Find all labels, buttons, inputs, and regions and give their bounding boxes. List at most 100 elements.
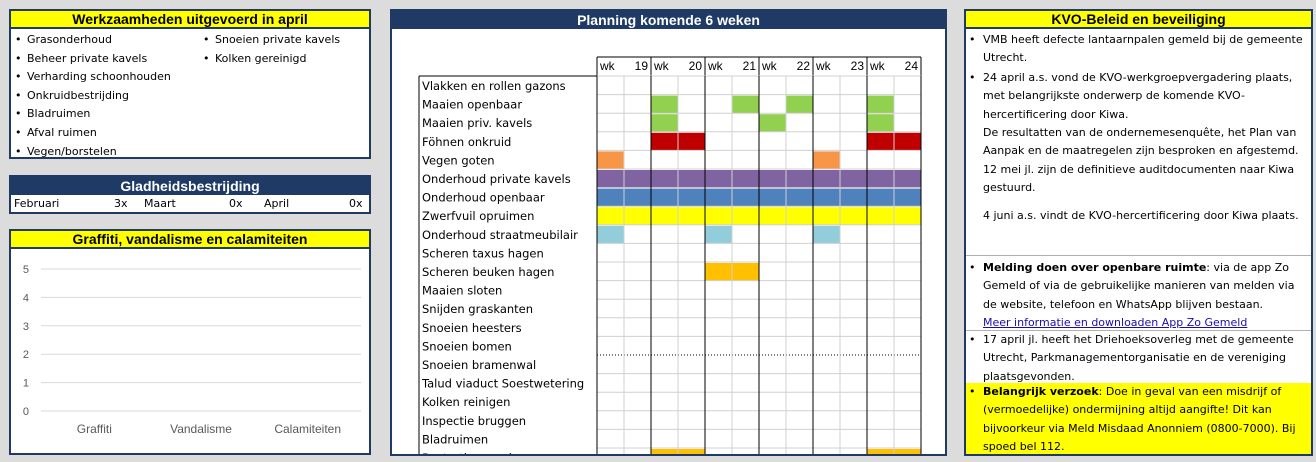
- schedule-block: [732, 95, 759, 114]
- kvo-panel: KVO-Beleid en beveiliging • VMB heeft de…: [964, 9, 1313, 456]
- month-value: 0x: [229, 197, 243, 210]
- kvo-text: 17 april jl. heeft het Driehoeksoverleg …: [983, 333, 1294, 383]
- kvo-text: 24 april a.s. vond de KVO-werkgroepverga…: [983, 71, 1293, 121]
- week-number: 21: [743, 59, 757, 73]
- work-item: Grasonderhoud: [11, 31, 171, 50]
- work-item: Vegen/borstelen: [11, 143, 171, 162]
- schedule-block: [759, 114, 786, 132]
- schedule-block: [651, 114, 678, 132]
- y-tick-label: 3: [23, 321, 29, 333]
- work-item: Snoeien private kavels: [199, 31, 340, 50]
- task-label: Inspectie bruggen: [422, 414, 526, 428]
- divider: [966, 330, 1311, 331]
- x-tick-label: Vandalisme: [170, 422, 232, 436]
- task-label: Maaien openbaar: [422, 98, 522, 112]
- schedule-block: [597, 151, 624, 169]
- y-tick-label: 5: [23, 264, 29, 276]
- divider: [966, 255, 1311, 256]
- week-number: 23: [851, 59, 865, 73]
- month-label: Februari: [14, 197, 60, 210]
- month-label: April: [264, 197, 290, 210]
- work-item: Afval ruimen: [11, 124, 171, 143]
- werkzaamheden-title: Werkzaamheden uitgevoerd in april: [11, 11, 369, 29]
- task-label: Kolken reinigen: [422, 395, 510, 409]
- task-label: Snijden graskanten: [422, 302, 533, 316]
- kvo-bold: Melding doen over openbare ruimte: [983, 261, 1207, 274]
- kvo-text: De resultatten van de ondernemesenquête,…: [983, 126, 1299, 158]
- gladheid-panel: Gladheidsbestrijding Februari 3x Maart 0…: [9, 175, 371, 214]
- planning-grid: wk 19 wk 20 wk 21 wk 22 wk 23 wk 24 Vlakken en rolle…: [418, 56, 922, 454]
- task-label: Vlakken en rollen gazons: [422, 79, 566, 93]
- kvo-title: KVO-Beleid en beveiliging: [966, 11, 1311, 29]
- task-label: Onderhoud straatmeubilair: [422, 228, 578, 242]
- task-label: Talud viaduct Soestwetering: [421, 377, 584, 391]
- schedule-block: [867, 95, 894, 114]
- y-tick-label: 4: [23, 292, 29, 304]
- x-tick-label: Graffiti: [77, 422, 112, 436]
- task-label: Snoeien bramenwal: [422, 358, 536, 372]
- schedule-block: [813, 225, 840, 244]
- app-zo-gemeld-link[interactable]: Meer informatie en downloaden App Zo Gem…: [983, 316, 1248, 329]
- task-label: Snoeien bomen: [422, 339, 512, 353]
- urgent-request-box: • Belangrijk verzoek: Doe in geval van e…: [966, 383, 1311, 454]
- graffiti-title: Graffiti, vandalisme en calamiteiten: [11, 231, 369, 249]
- week-number: 19: [635, 59, 649, 73]
- month-label: Maart: [144, 197, 176, 210]
- week-label: wk: [761, 59, 778, 73]
- schedule-block: [651, 95, 678, 114]
- schedule-block: [867, 114, 894, 132]
- planning-panel: Planning komende 6 weken wk 19 wk 20 wk 21 wk 2…: [390, 9, 947, 456]
- task-label: Bladruimen: [422, 432, 488, 446]
- schedule-block: [597, 225, 624, 244]
- work-item: Verharding schoonhouden: [11, 68, 171, 87]
- week-label: wk: [599, 59, 616, 73]
- werkzaamheden-panel: Werkzaamheden uitgevoerd in april Grason…: [9, 9, 371, 161]
- task-label: Scheren taxus hagen: [422, 246, 544, 260]
- y-tick-label: 1: [23, 378, 29, 390]
- bullet: •: [969, 33, 976, 46]
- week-number: 22: [797, 59, 811, 73]
- month-value: 3x: [114, 197, 128, 210]
- kvo-text: VMB heeft defecte lantaarnpalen gemeld b…: [983, 33, 1303, 65]
- work-item: Beheer private kavels: [11, 50, 171, 69]
- schedule-block: [705, 225, 732, 244]
- y-tick-label: 2: [23, 349, 29, 361]
- task-label: Snoeien heesters: [422, 321, 522, 335]
- schedule-block: [813, 151, 840, 169]
- task-label: Maaien sloten: [422, 284, 502, 298]
- schedule-block: [786, 95, 813, 114]
- gladheid-row: Februari 3x Maart 0x April 0x: [11, 195, 369, 212]
- month-value: 0x: [349, 197, 363, 210]
- gladheid-title: Gladheidsbestrijding: [11, 177, 369, 195]
- y-tick-label: 0: [23, 406, 29, 418]
- kvo-text: : Doe in geval van een misdrijf of (verm…: [983, 385, 1296, 454]
- kvo-body: • VMB heeft defecte lantaarnpalen gemeld…: [966, 31, 1311, 454]
- bullet: •: [969, 385, 976, 398]
- task-label: Onderhoud private kavels: [422, 172, 571, 186]
- week-label: wk: [707, 59, 724, 73]
- work-item: Onkruidbestrijding: [11, 87, 171, 106]
- week-label: wk: [815, 59, 832, 73]
- werkzaamheden-list-right: Snoeien private kavelsKolken gereinigd: [199, 31, 340, 68]
- graffiti-chart: 0 1 2 3 4 5 Graffiti Vandalisme Calamiteiten: [23, 264, 361, 436]
- week-label: wk: [653, 59, 670, 73]
- bullet: •: [969, 333, 976, 346]
- work-item: Kolken gereinigd: [199, 50, 340, 69]
- bullet: •: [969, 71, 976, 84]
- task-label: Föhnen onkruid: [422, 135, 511, 149]
- graffiti-panel: Graffiti, vandalisme en calamiteiten 0 1 2…: [9, 229, 371, 455]
- week-label: wk: [869, 59, 886, 73]
- week-number: 20: [689, 59, 703, 73]
- task-label: Maaien priv. kavels: [422, 116, 532, 130]
- werkzaamheden-list-left: GrasonderhoudBeheer private kavelsVerhar…: [11, 31, 171, 161]
- planning-title: Planning komende 6 weken: [392, 11, 945, 29]
- bullet: •: [969, 261, 976, 274]
- x-tick-label: Calamiteiten: [274, 422, 341, 436]
- kvo-text: : via de app Zo Gemeld of via de gebruik…: [983, 261, 1295, 311]
- kvo-bold: Belangrijk verzoek: [983, 385, 1099, 398]
- task-label: Bestratingswerk: [422, 451, 516, 454]
- work-item: Bladruimen: [11, 105, 171, 124]
- kvo-text: 4 juni a.s. vindt de KVO-hercertificerin…: [983, 209, 1299, 222]
- task-label: Scheren beuken hagen: [422, 265, 554, 279]
- task-label: Vegen goten: [422, 153, 495, 167]
